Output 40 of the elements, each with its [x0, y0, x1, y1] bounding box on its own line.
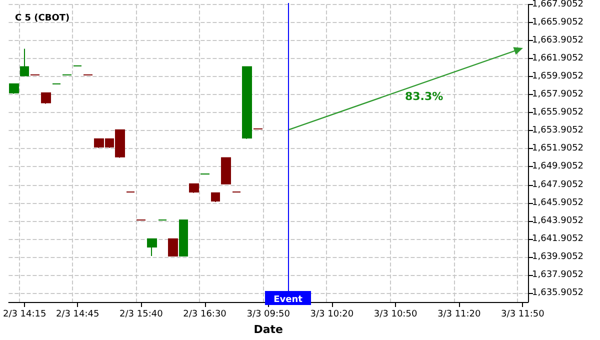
- y-tick-label: 1,653.9052: [532, 126, 584, 136]
- x-tick-label: 2/3 15:40: [120, 310, 164, 320]
- y-tick-label: 1,637.9052: [532, 270, 584, 280]
- x-tick-label: 3/3 11:50: [501, 310, 545, 320]
- x-tick-label: 3/3 10:20: [310, 310, 354, 320]
- y-tick-label: 1,641.9052: [532, 234, 584, 244]
- candlestick: [242, 66, 252, 140]
- annotation: 83.3%: [405, 90, 444, 103]
- y-tick-label: 1,667.9052: [532, 0, 584, 10]
- y-tick-label: 1,655.9052: [532, 108, 584, 118]
- x-tick-label: 2/3 14:15: [2, 310, 46, 320]
- annotation: Event: [274, 295, 304, 305]
- x-tick-label: 2/3 16:30: [183, 310, 227, 320]
- y-tick-label: 1,647.9052: [532, 180, 584, 190]
- candlestick: [211, 192, 220, 202]
- y-tick-label: 1,649.9052: [532, 162, 584, 172]
- candlestick: [168, 238, 178, 257]
- x-axis-title: Date: [254, 323, 283, 336]
- candlestick: [9, 83, 19, 94]
- y-tick-label: 1,661.9052: [532, 54, 584, 64]
- y-tick-label: 1,665.9052: [532, 18, 584, 28]
- x-tick-label: 3/3 10:50: [374, 310, 418, 320]
- y-tick-label: 1,657.9052: [532, 90, 584, 100]
- y-tick-label: 1,651.9052: [532, 144, 584, 154]
- y-tick-label: 1,663.9052: [532, 36, 584, 46]
- candlestick: [20, 48, 29, 76]
- x-tick-label: 2/3 14:45: [56, 310, 100, 320]
- y-tick-label: 1,635.9052: [532, 288, 584, 298]
- candlestick: [147, 238, 157, 257]
- y-tick-label: 1,645.9052: [532, 198, 584, 208]
- candlestick: [41, 92, 51, 104]
- candlestick: [221, 157, 231, 184]
- text: C 5 (CBOT): [15, 14, 70, 24]
- candlestick: [179, 219, 188, 257]
- y-tick-label: 1,643.9052: [532, 216, 584, 226]
- candlestick: [189, 183, 199, 194]
- x-tick-label: 3/3 11:20: [437, 310, 482, 320]
- y-tick-label: 1,639.9052: [532, 252, 584, 262]
- x-tick-label: 3/3 09:50: [246, 310, 290, 320]
- y-tick-label: 1,659.9052: [532, 72, 584, 82]
